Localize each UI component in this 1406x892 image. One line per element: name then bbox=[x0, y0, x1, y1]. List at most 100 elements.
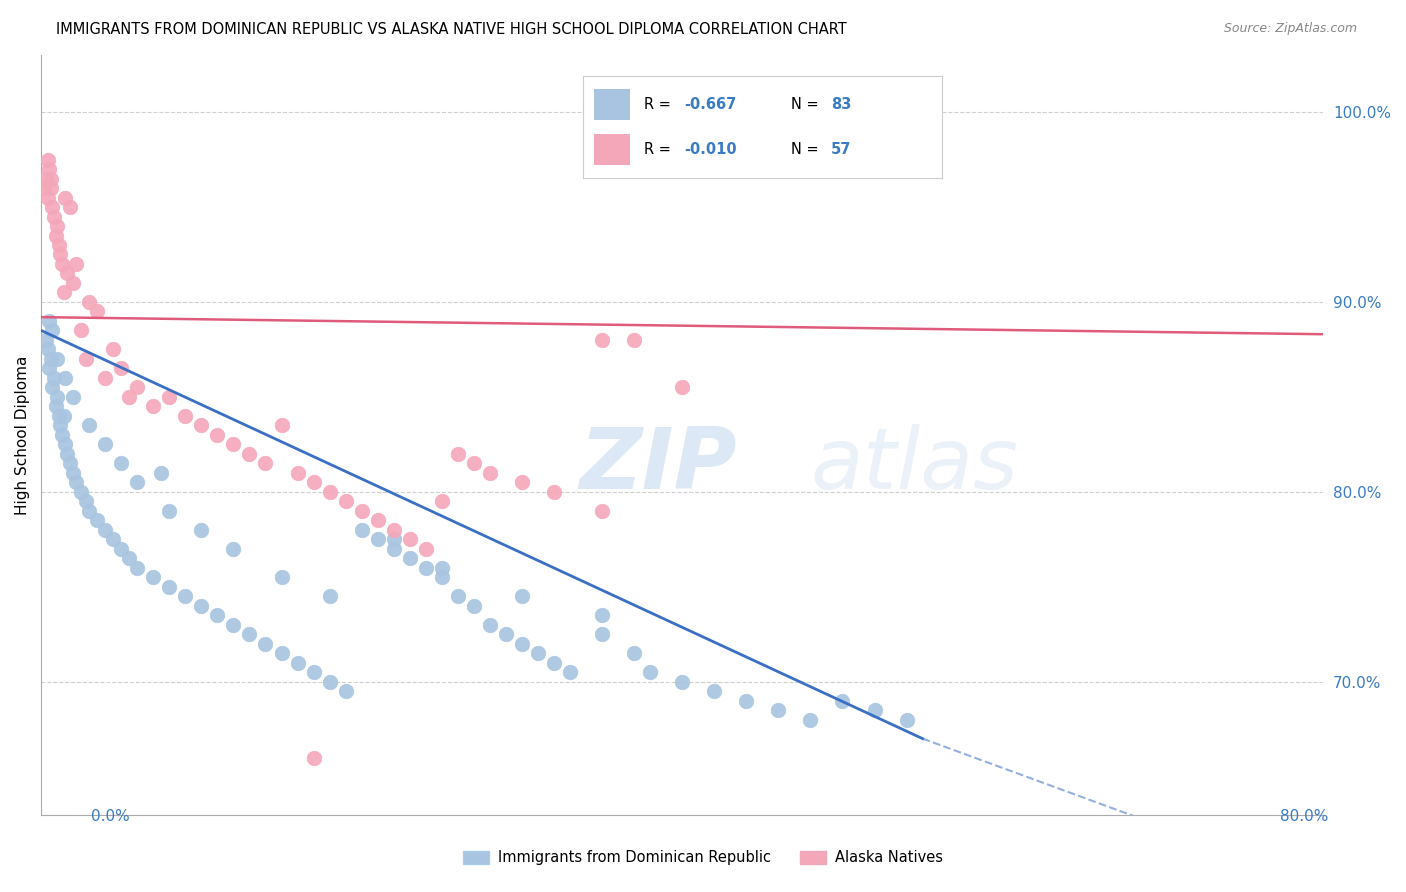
Point bbox=[768, 703, 790, 717]
Point bbox=[174, 589, 197, 603]
Point bbox=[447, 447, 470, 461]
Point bbox=[703, 684, 725, 698]
Point bbox=[110, 456, 132, 470]
Point bbox=[44, 228, 66, 243]
Point bbox=[318, 674, 340, 689]
Point bbox=[896, 713, 918, 727]
Point bbox=[65, 257, 87, 271]
Point bbox=[49, 247, 72, 261]
Point bbox=[382, 541, 405, 556]
Point bbox=[318, 589, 340, 603]
Point bbox=[51, 428, 73, 442]
Point bbox=[103, 343, 125, 357]
Point bbox=[430, 570, 453, 584]
Point bbox=[39, 181, 62, 195]
Point bbox=[671, 380, 693, 394]
Point bbox=[127, 475, 149, 490]
Point bbox=[222, 541, 245, 556]
Point bbox=[591, 504, 613, 518]
Point bbox=[382, 533, 405, 547]
Text: Source: ZipAtlas.com: Source: ZipAtlas.com bbox=[1223, 22, 1357, 36]
Point bbox=[52, 285, 75, 300]
Point bbox=[302, 665, 325, 680]
Point bbox=[527, 646, 550, 660]
Text: 0.0%: 0.0% bbox=[91, 809, 131, 823]
Point bbox=[430, 560, 453, 574]
Point bbox=[62, 390, 84, 404]
Point bbox=[335, 494, 357, 508]
Point bbox=[558, 665, 581, 680]
Point bbox=[238, 627, 260, 641]
Point bbox=[430, 494, 453, 508]
Point bbox=[142, 400, 165, 414]
Point bbox=[46, 219, 69, 233]
Point bbox=[48, 238, 70, 252]
Point bbox=[86, 513, 108, 527]
Point bbox=[77, 418, 100, 433]
Point bbox=[53, 190, 76, 204]
Point bbox=[35, 171, 58, 186]
Point bbox=[48, 409, 70, 423]
Point bbox=[39, 351, 62, 366]
Point bbox=[46, 390, 69, 404]
Point bbox=[270, 570, 292, 584]
Point bbox=[174, 409, 197, 423]
Point bbox=[52, 409, 75, 423]
Point bbox=[463, 456, 485, 470]
Text: 83: 83 bbox=[831, 97, 851, 112]
Point bbox=[478, 617, 501, 632]
Point bbox=[207, 608, 229, 623]
Point bbox=[42, 210, 65, 224]
Point bbox=[222, 617, 245, 632]
Point bbox=[39, 171, 62, 186]
Legend: Immigrants from Dominican Republic, Alaska Natives: Immigrants from Dominican Republic, Alas… bbox=[457, 845, 949, 871]
Point bbox=[53, 437, 76, 451]
Point bbox=[398, 551, 420, 566]
Point bbox=[42, 371, 65, 385]
Point bbox=[222, 437, 245, 451]
Point bbox=[157, 504, 180, 518]
Text: N =: N = bbox=[792, 142, 824, 157]
Point bbox=[447, 589, 470, 603]
Point bbox=[75, 494, 97, 508]
Point bbox=[46, 351, 69, 366]
Text: -0.667: -0.667 bbox=[683, 97, 737, 112]
Text: -0.010: -0.010 bbox=[683, 142, 737, 157]
Text: R =: R = bbox=[644, 97, 676, 112]
Point bbox=[94, 437, 117, 451]
Point bbox=[37, 190, 59, 204]
Point bbox=[382, 523, 405, 537]
Point bbox=[287, 656, 309, 670]
Point bbox=[238, 447, 260, 461]
Point bbox=[55, 267, 77, 281]
Point bbox=[51, 257, 73, 271]
Point bbox=[638, 665, 661, 680]
Point bbox=[254, 637, 277, 651]
Point bbox=[207, 428, 229, 442]
Point bbox=[157, 580, 180, 594]
Text: IMMIGRANTS FROM DOMINICAN REPUBLIC VS ALASKA NATIVE HIGH SCHOOL DIPLOMA CORRELAT: IMMIGRANTS FROM DOMINICAN REPUBLIC VS AL… bbox=[56, 22, 846, 37]
Point bbox=[103, 533, 125, 547]
Point bbox=[495, 627, 517, 641]
Y-axis label: High School Diploma: High School Diploma bbox=[15, 355, 30, 515]
Point bbox=[77, 295, 100, 310]
Point bbox=[38, 314, 60, 328]
Point bbox=[41, 323, 63, 337]
Point bbox=[37, 153, 59, 167]
Point bbox=[59, 200, 82, 214]
Point bbox=[799, 713, 821, 727]
Point bbox=[287, 466, 309, 480]
Point bbox=[623, 646, 645, 660]
Point bbox=[86, 304, 108, 318]
Point bbox=[270, 418, 292, 433]
Point bbox=[110, 541, 132, 556]
Point bbox=[44, 400, 66, 414]
Point bbox=[41, 200, 63, 214]
Point bbox=[190, 418, 212, 433]
Point bbox=[510, 475, 533, 490]
Point bbox=[38, 162, 60, 177]
Point bbox=[59, 456, 82, 470]
Point bbox=[190, 523, 212, 537]
FancyBboxPatch shape bbox=[595, 135, 630, 165]
Point bbox=[53, 371, 76, 385]
